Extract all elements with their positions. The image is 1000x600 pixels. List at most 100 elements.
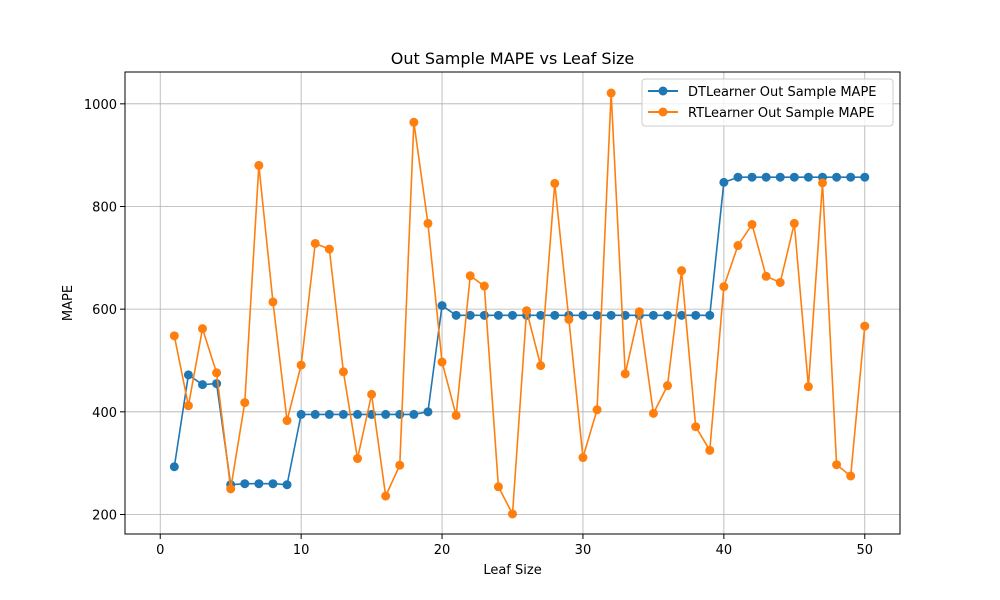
data-point-rtlearner <box>212 368 222 378</box>
y-tick-label: 1000 <box>84 98 117 113</box>
data-point-rtlearner <box>198 324 207 334</box>
x-axis-label: Leaf Size <box>483 563 541 578</box>
data-point-rtlearner <box>860 321 870 331</box>
data-point-dtlearner <box>451 310 461 320</box>
data-point-rtlearner <box>832 460 842 470</box>
data-point-rtlearner <box>493 482 503 492</box>
y-tick-label: 400 <box>92 406 117 421</box>
data-point-rtlearner <box>775 277 785 287</box>
data-point-rtlearner <box>268 297 278 307</box>
data-point-rtlearner <box>254 160 264 170</box>
data-point-rtlearner <box>522 306 532 316</box>
data-point-rtlearner <box>310 238 320 248</box>
data-point-dtlearner <box>296 409 306 419</box>
data-point-dtlearner <box>803 172 813 182</box>
data-point-dtlearner <box>648 310 658 320</box>
data-point-dtlearner <box>550 310 560 320</box>
data-point-dtlearner <box>198 380 207 390</box>
data-point-dtlearner <box>747 172 757 182</box>
data-point-dtlearner <box>677 310 687 320</box>
data-point-dtlearner <box>606 310 616 320</box>
data-point-rtlearner <box>367 389 377 399</box>
data-point-rtlearner <box>761 271 771 281</box>
data-point-rtlearner <box>409 117 419 127</box>
data-point-dtlearner <box>324 409 334 419</box>
data-point-rtlearner <box>733 241 743 251</box>
data-point-rtlearner <box>451 410 461 420</box>
data-point-rtlearner <box>550 178 560 188</box>
data-point-dtlearner <box>310 409 320 419</box>
data-point-dtlearner <box>592 310 602 320</box>
data-point-dtlearner <box>423 407 433 417</box>
series-rtlearner <box>169 88 870 519</box>
legend-label-rtlearner: RTLearner Out Sample MAPE <box>688 106 875 121</box>
y-axis-label: MAPE <box>61 285 76 321</box>
data-point-dtlearner <box>240 479 250 489</box>
data-point-rtlearner <box>479 281 489 291</box>
x-tick-label: 10 <box>293 543 310 558</box>
legend-box <box>641 78 894 127</box>
legend-marker-dtlearner <box>658 86 668 96</box>
x-tick-label: 40 <box>716 543 733 558</box>
y-tick-label: 800 <box>92 200 117 215</box>
data-point-rtlearner <box>395 460 405 470</box>
axis-ticks: 0 10 20 30 40 50 200 400 600 800 1000 <box>84 98 873 558</box>
legend: DTLearner Out Sample MAPE RTLearner Out … <box>641 78 894 127</box>
data-point-rtlearner <box>381 491 391 501</box>
data-point-rtlearner <box>226 484 236 494</box>
plot-area <box>125 72 900 534</box>
data-point-rtlearner <box>508 509 517 519</box>
y-tick-label: 600 <box>92 303 117 318</box>
data-point-rtlearner <box>296 360 306 370</box>
data-point-rtlearner <box>183 401 193 411</box>
data-point-rtlearner <box>846 471 856 481</box>
data-point-dtlearner <box>789 172 799 182</box>
data-point-dtlearner <box>691 310 701 320</box>
data-point-dtlearner <box>254 479 264 489</box>
data-point-dtlearner <box>705 310 715 320</box>
data-point-rtlearner <box>324 244 334 254</box>
data-point-dtlearner <box>508 310 517 320</box>
data-point-rtlearner <box>353 454 362 464</box>
data-point-dtlearner <box>775 172 785 182</box>
data-point-dtlearner <box>761 172 771 182</box>
data-point-dtlearner <box>183 370 193 380</box>
chart-title: Out Sample MAPE vs Leaf Size <box>391 49 635 68</box>
data-point-dtlearner <box>493 310 503 320</box>
series-group <box>169 88 870 519</box>
x-tick-label: 0 <box>156 543 164 558</box>
data-point-dtlearner <box>212 379 222 389</box>
x-tick-label: 50 <box>856 543 873 558</box>
data-point-dtlearner <box>282 480 292 490</box>
data-point-rtlearner <box>634 307 644 317</box>
data-point-rtlearner <box>592 405 602 415</box>
data-point-dtlearner <box>578 310 588 320</box>
data-point-rtlearner <box>606 88 616 98</box>
data-point-dtlearner <box>437 301 447 311</box>
data-point-dtlearner <box>663 310 672 320</box>
data-point-dtlearner <box>338 409 348 419</box>
x-tick-label: 20 <box>434 543 451 558</box>
data-point-dtlearner <box>353 409 362 419</box>
data-point-rtlearner <box>663 381 672 391</box>
data-point-rtlearner <box>677 266 687 276</box>
data-point-rtlearner <box>620 369 630 379</box>
data-point-rtlearner <box>169 331 179 341</box>
data-point-dtlearner <box>832 172 842 182</box>
data-point-rtlearner <box>564 314 574 324</box>
data-point-rtlearner <box>705 445 715 455</box>
legend-marker-rtlearner <box>658 107 668 117</box>
data-point-rtlearner <box>747 219 757 229</box>
data-point-dtlearner <box>395 409 405 419</box>
data-point-rtlearner <box>719 282 729 292</box>
data-point-rtlearner <box>465 271 475 281</box>
data-point-rtlearner <box>240 398 250 408</box>
data-point-rtlearner <box>578 453 588 463</box>
legend-label-dtlearner: DTLearner Out Sample MAPE <box>688 85 877 100</box>
data-point-rtlearner <box>282 416 292 426</box>
data-point-dtlearner <box>465 310 475 320</box>
data-point-rtlearner <box>648 408 658 418</box>
data-point-rtlearner <box>437 357 447 367</box>
data-point-dtlearner <box>268 479 278 489</box>
